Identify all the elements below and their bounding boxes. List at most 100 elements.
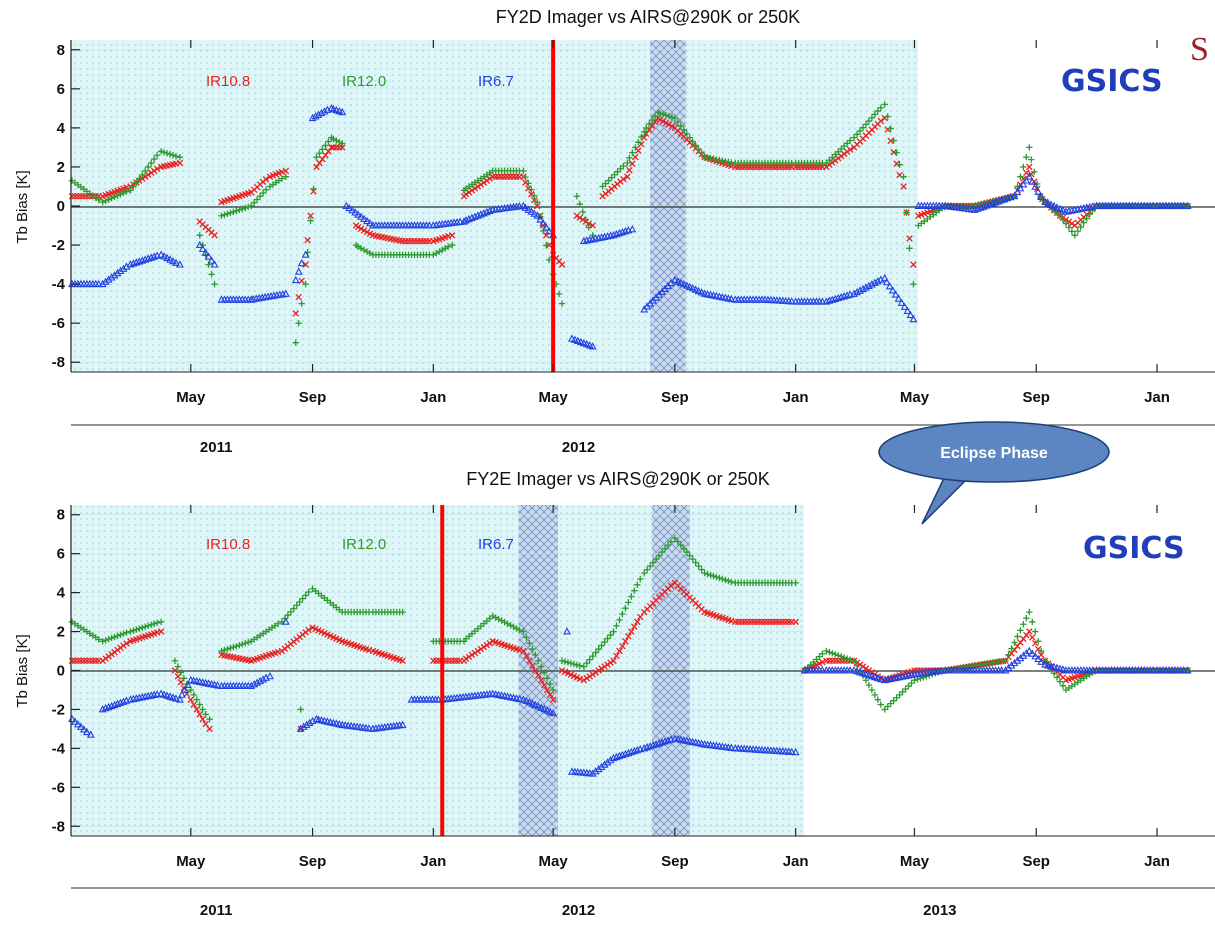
mark-ir120-0-1-7 xyxy=(120,189,127,197)
mark-ir120-2-1-4 xyxy=(259,189,267,197)
mark-ir120-5-4-0 xyxy=(671,534,679,542)
mark-ir108-5-0-8 xyxy=(483,177,491,184)
mark-ir67-5-0-8 xyxy=(366,218,374,227)
y-tick-label-0: 8 xyxy=(57,507,65,524)
mark-ir120-3-3-2 xyxy=(333,137,340,144)
mark-ir120-2-0-2 xyxy=(224,210,231,218)
mark-ir120-6-7-0 xyxy=(1026,608,1033,616)
mark-ir120-5-2-6 xyxy=(628,593,635,600)
mark-ir108-5-5-0 xyxy=(558,261,566,268)
mark-ir120-0-1-0 xyxy=(99,638,106,645)
mark-ir67-4-3-5 xyxy=(534,702,543,710)
mark-ir67-8-7-8 xyxy=(873,277,882,285)
mark-ir120-5-4-7 xyxy=(692,559,699,566)
mark-ir67-1-1-9 xyxy=(153,690,162,698)
mark-ir108-6-1-3 xyxy=(832,657,839,665)
mark-ir120-5-2-4 xyxy=(531,192,538,200)
mark-ir108-6-2-2 xyxy=(856,661,864,668)
mark-ir108-4-3-3 xyxy=(529,662,536,669)
mark-ir120-5-3-8 xyxy=(664,541,672,549)
mark-ir108-5-1-8 xyxy=(604,661,611,668)
mark-ir120-6-7-2 xyxy=(1032,628,1039,635)
mark-ir67-8-8-5 xyxy=(894,294,903,302)
mark-ir108-6-2-4 xyxy=(862,665,870,672)
mark-ir108-4-3-9 xyxy=(546,691,554,699)
mark-ir67-8-8-8 xyxy=(903,306,912,315)
mark-ir120-3-2-2 xyxy=(319,146,326,153)
fy2d-legend-ir120: IR12.0 xyxy=(342,73,386,90)
mark-ir67-8-8-6 xyxy=(897,298,906,306)
x-tick-label-2: Jan xyxy=(420,853,446,870)
mark-ir120-5-4-2 xyxy=(555,290,563,298)
mark-ir67-7-11-9 xyxy=(1179,666,1188,674)
mark-ir120-7-0-0 xyxy=(599,183,606,190)
mark-ir67-4-3-3 xyxy=(528,699,537,707)
mark-ir67-7-10-19 xyxy=(1149,666,1157,674)
mark-ir67-8-7-6 xyxy=(867,280,876,288)
mark-ir120-7-9-3 xyxy=(832,151,839,158)
mark-ir67-9-5-6 xyxy=(1059,206,1067,214)
mark-ir108-3-3-0 xyxy=(328,144,335,151)
mark-ir67-3-0-1 xyxy=(299,722,308,730)
mark-ir67-0-0-9 xyxy=(94,279,103,288)
mark-ir67-8-8-3 xyxy=(888,286,897,294)
mark-ir120-5-4-5 xyxy=(686,552,693,559)
callout-joint xyxy=(945,475,967,480)
mark-ir120-8-7-5 xyxy=(1086,211,1093,218)
mark-ir108-5-2-1 xyxy=(613,652,620,660)
mark-ir120-5-2-3 xyxy=(528,186,535,193)
mark-ir67-1-6-0 xyxy=(247,681,256,690)
mark-ir120-0-3-3 xyxy=(166,151,174,158)
mark-ir67-0-3-1 xyxy=(160,252,168,260)
mark-ir120-6-0-0 xyxy=(573,193,581,200)
mark-ir67-3-1-0 xyxy=(312,714,321,723)
mark-ir120-2-0-6 xyxy=(236,206,243,214)
mark-ir120-5-5-3 xyxy=(710,572,717,580)
x-tick-label-0: May xyxy=(176,853,206,870)
mark-ir120-2-0-5 xyxy=(233,207,240,215)
mark-ir120-8-3-2 xyxy=(1017,173,1024,180)
mark-ir67-4-0-0 xyxy=(308,113,317,122)
mark-ir120-0-2-6 xyxy=(145,163,152,171)
mark-ir67-7-7-1 xyxy=(1028,649,1037,657)
mark-ir120-5-2-9 xyxy=(637,575,644,583)
mark-ir120-2-0-3 xyxy=(227,644,234,652)
mark-ir120-7-11-5 xyxy=(896,161,903,168)
mark-ir120-2-2-5 xyxy=(293,602,300,609)
mark-ir120-6-3-8 xyxy=(905,682,912,690)
mark-ir67-1-7-0 xyxy=(266,671,274,680)
mark-ir108-3-2-3 xyxy=(322,151,329,159)
mark-ir67-1-2-5 xyxy=(172,694,180,702)
mark-ir67-0-1-0 xyxy=(86,730,95,738)
mark-ir120-0-1-8 xyxy=(123,188,130,195)
mark-ir120-7-1-3 xyxy=(632,144,639,151)
mark-ir67-1-0-4 xyxy=(207,256,216,264)
mark-ir120-5-5-8 xyxy=(725,577,732,585)
mark-ir120-0-1-6 xyxy=(117,191,124,198)
mark-ir120-6-6-6 xyxy=(1020,621,1027,628)
mark-ir67-8-8-9 xyxy=(906,310,915,319)
mark-ir67-0-1-2 xyxy=(104,275,113,283)
mark-ir67-8-1-3 xyxy=(679,279,688,288)
mark-ir67-5-0-5 xyxy=(357,212,365,220)
mark-ir67-9-6-9 xyxy=(1088,202,1097,210)
mark-ir108-2-2-9 xyxy=(305,626,312,634)
mark-ir67-1-3-3 xyxy=(183,680,192,689)
mark-ir108-4-1-6 xyxy=(477,645,485,653)
mark-ir120-7-9-4 xyxy=(835,148,842,155)
mark-ir67-7-7-0 xyxy=(1025,646,1034,654)
mark-ir108-4-3-7 xyxy=(540,681,548,689)
mark-ir67-8-8-7 xyxy=(900,302,909,310)
mark-ir67-2-0-0 xyxy=(281,617,290,625)
mark-ir67-9-4-0 xyxy=(1025,172,1034,180)
mark-ir67-5-7-2 xyxy=(539,219,548,227)
mark-ir120-5-3-5 xyxy=(655,552,663,559)
mark-ir120-7-3-5 xyxy=(668,113,676,121)
mark-ir120-4-3-4 xyxy=(532,651,539,659)
mark-ir120-7-4-1 xyxy=(674,118,682,126)
mark-ir67-6-1-3 xyxy=(597,762,606,770)
mark-ir67-4-2-9 xyxy=(515,694,524,703)
mark-ir108-7-12-0 xyxy=(900,183,907,190)
mark-ir108-7-11-4 xyxy=(893,160,900,167)
mark-ir120-5-4-1 xyxy=(674,538,682,545)
